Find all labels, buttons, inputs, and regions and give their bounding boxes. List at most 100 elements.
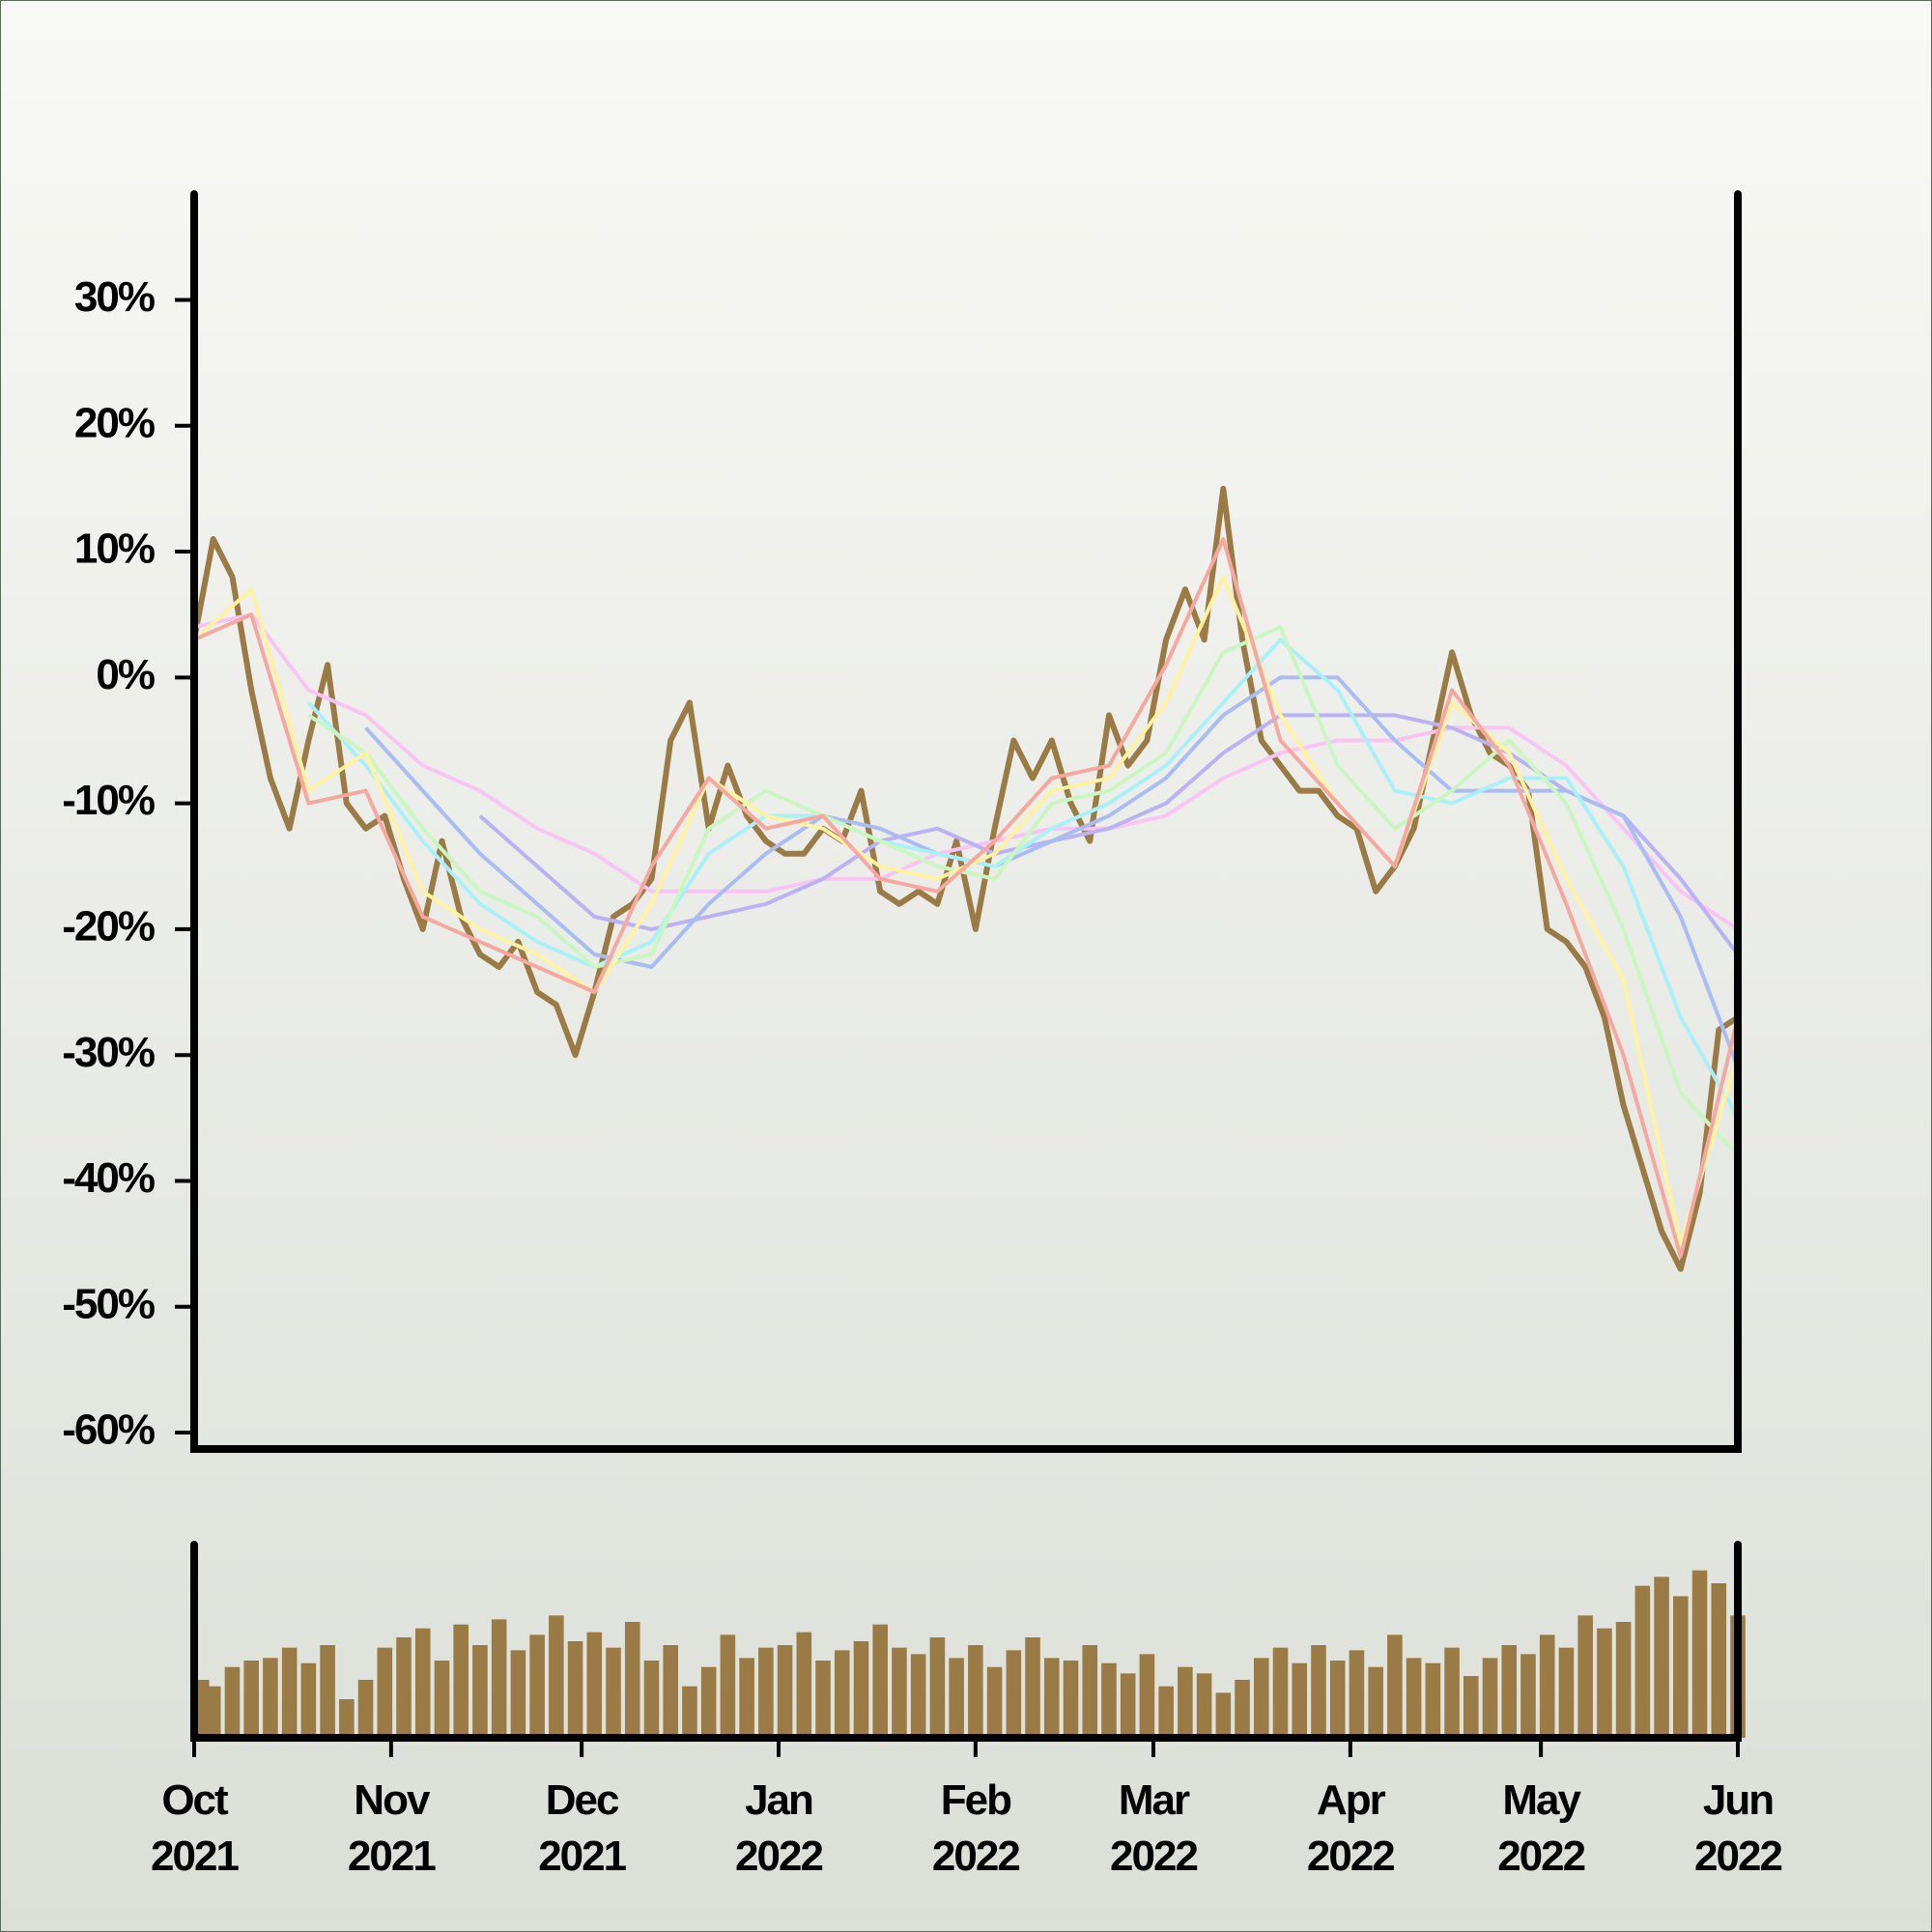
volume-bar xyxy=(1539,1634,1555,1738)
volume-bar xyxy=(1101,1662,1117,1738)
volume-bar xyxy=(1329,1661,1346,1738)
volume-bar xyxy=(320,1645,335,1738)
volume-bar xyxy=(1577,1615,1593,1738)
volume-bar xyxy=(1482,1658,1498,1738)
y-tick-label: -20% xyxy=(62,903,155,951)
volume-bar xyxy=(491,1619,507,1738)
y-tick-label: -40% xyxy=(62,1154,155,1202)
volume-bar xyxy=(1349,1650,1365,1738)
volume-bar xyxy=(1311,1645,1326,1738)
volume-bar xyxy=(968,1645,983,1738)
series-line xyxy=(364,675,1740,1068)
volume-bar xyxy=(720,1634,736,1738)
x-tick-label: May 2022 xyxy=(1497,1776,1586,1880)
x-tick-label: Oct 2021 xyxy=(151,1776,240,1880)
volume-bar xyxy=(910,1654,926,1738)
volume-bar xyxy=(663,1645,679,1738)
volume-bar xyxy=(434,1661,450,1738)
volume-bar xyxy=(586,1632,603,1738)
volume-bar xyxy=(892,1647,907,1738)
volume-bar xyxy=(1406,1658,1422,1738)
volume-bar xyxy=(567,1641,583,1738)
volume-bar xyxy=(777,1645,793,1738)
series-line xyxy=(193,537,1740,1259)
volume-bar xyxy=(243,1661,259,1738)
volume-bar xyxy=(1006,1650,1022,1738)
volume-bar xyxy=(396,1637,412,1738)
y-tick-label: -60% xyxy=(62,1406,155,1454)
series-line xyxy=(478,713,1740,956)
volume-bar xyxy=(796,1632,812,1738)
volume-bar xyxy=(624,1622,640,1738)
volume-bar xyxy=(739,1658,754,1738)
x-tick-label: Nov 2021 xyxy=(347,1776,437,1880)
volume-bar xyxy=(339,1699,355,1738)
volume-bar xyxy=(758,1647,774,1738)
y-tick-label: 10% xyxy=(74,526,155,573)
volume-bar xyxy=(414,1628,431,1738)
series-line xyxy=(191,485,1740,1272)
x-tick-label: Jun 2022 xyxy=(1694,1776,1783,1880)
x-tick-label: Mar 2022 xyxy=(1110,1776,1199,1880)
axis-frame xyxy=(190,190,1742,1453)
volume-bar xyxy=(700,1666,717,1738)
volume-bar xyxy=(1444,1647,1460,1738)
volume-bar xyxy=(815,1661,831,1738)
volume-bar xyxy=(1139,1654,1155,1738)
volume-bar xyxy=(281,1647,298,1738)
volume-bar xyxy=(1272,1647,1289,1738)
volume-bar xyxy=(1196,1673,1212,1738)
volume-bar xyxy=(453,1624,469,1738)
volume-bar xyxy=(1634,1585,1651,1738)
volume-bar xyxy=(205,1686,221,1738)
volume-bar xyxy=(606,1647,621,1738)
x-tick-label: Dec 2021 xyxy=(538,1776,627,1880)
volume-bar xyxy=(834,1650,850,1738)
volume-bar xyxy=(1654,1577,1669,1738)
volume-bar xyxy=(986,1666,1003,1738)
volume-bar xyxy=(377,1647,393,1738)
volume-bar xyxy=(549,1615,564,1738)
y-tick-label: 0% xyxy=(96,651,154,698)
series-line xyxy=(307,625,1740,1157)
volume-bar xyxy=(1558,1647,1575,1738)
volume-bar xyxy=(1082,1645,1098,1738)
volume-bar xyxy=(1387,1634,1403,1738)
volume-bar xyxy=(472,1645,488,1738)
volume-bar xyxy=(529,1634,545,1738)
volume-bar xyxy=(1235,1680,1250,1738)
volume-bar xyxy=(1711,1583,1727,1738)
x-tick-label: Apr 2022 xyxy=(1306,1776,1396,1880)
volume-bar xyxy=(643,1661,660,1738)
axis-frame xyxy=(190,1541,1742,1742)
volume-bar xyxy=(872,1624,889,1738)
x-tick-label: Jan 2022 xyxy=(735,1776,824,1880)
volume-bar xyxy=(1043,1658,1060,1738)
volume-bar xyxy=(1158,1686,1174,1738)
volume-bar xyxy=(1178,1666,1193,1738)
volume-bar xyxy=(510,1650,526,1738)
volume-bar xyxy=(853,1641,869,1738)
series-line xyxy=(306,638,1740,1120)
volume-bar xyxy=(1691,1570,1708,1738)
x-tick-label: Feb 2022 xyxy=(931,1776,1021,1880)
volume-bar xyxy=(1253,1658,1269,1738)
volume-bar xyxy=(1063,1661,1079,1738)
volume-bar xyxy=(682,1686,697,1738)
volume-bar xyxy=(300,1662,317,1738)
volume-bar xyxy=(1597,1628,1612,1738)
y-tick-label: -10% xyxy=(62,777,155,824)
volume-bar xyxy=(357,1680,374,1738)
y-tick-label: 30% xyxy=(74,273,155,321)
volume-bar xyxy=(1501,1645,1518,1738)
volume-bar xyxy=(1025,1637,1040,1738)
volume-bar xyxy=(1520,1654,1536,1738)
volume-bar xyxy=(263,1658,278,1738)
volume-bar xyxy=(1673,1596,1689,1738)
y-tick-label: -50% xyxy=(62,1280,155,1327)
y-tick-label: 20% xyxy=(74,399,155,446)
volume-bar xyxy=(1368,1666,1383,1738)
volume-bar xyxy=(1120,1673,1136,1738)
